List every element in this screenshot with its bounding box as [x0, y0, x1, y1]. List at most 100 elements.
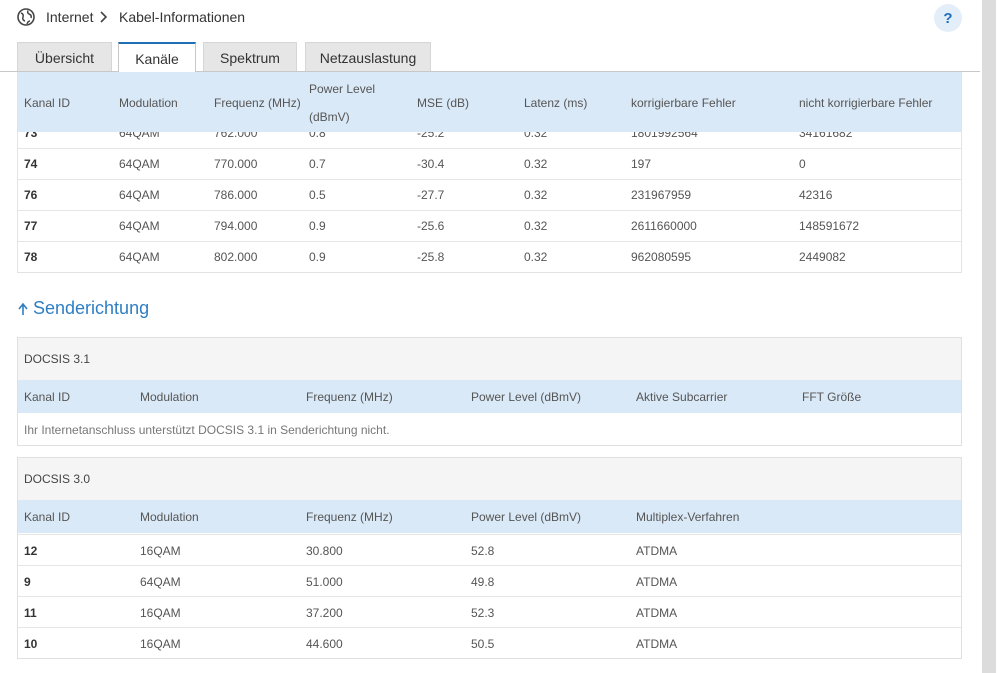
table-header: Kanal ID Modulation Frequenz (MHz) Power…	[18, 380, 961, 413]
cell-multiplex: ATDMA	[636, 575, 678, 589]
cell-kanal-id: 74	[24, 157, 38, 171]
scrollbar-thumb[interactable]	[982, 0, 996, 673]
cell-frequenz: 30.800	[306, 544, 343, 558]
header-modulation: Modulation	[140, 390, 199, 404]
cell-power: 0.9	[309, 219, 326, 233]
docsis31-title: DOCSIS 3.1	[18, 338, 961, 380]
tab-uebersicht[interactable]: Übersicht	[17, 42, 112, 72]
tab-divider	[0, 71, 980, 72]
help-button[interactable]: ?	[934, 4, 962, 32]
cell-latenz: 0.32	[524, 250, 548, 264]
cell-modulation: 64QAM	[119, 250, 160, 264]
cell-latenz: 0.32	[524, 188, 548, 202]
header-fft-groesse: FFT Größe	[802, 390, 862, 404]
cell-modulation: 64QAM	[119, 188, 160, 202]
cell-power: 49.8	[471, 575, 495, 589]
docsis31-note: Ihr Internetanschluss unterstützt DOCSIS…	[24, 423, 390, 437]
cell-frequenz: 802.000	[214, 250, 258, 264]
cell-multiplex: ATDMA	[636, 606, 678, 620]
chevron-right-icon	[100, 11, 108, 23]
cell-kanal-id: 77	[24, 219, 38, 233]
page-title: Kabel-Informationen	[119, 9, 246, 25]
table-row: 9 64QAM 51.000 49.8 ATDMA	[18, 565, 961, 596]
cell-mse: -25.8	[417, 250, 445, 264]
cell-modulation: 16QAM	[140, 606, 181, 620]
header-kanal-id: Kanal ID	[24, 390, 71, 404]
cell-nicht-korr: 0	[799, 157, 806, 171]
header-modulation: Modulation	[140, 510, 199, 524]
cell-modulation: 64QAM	[119, 157, 160, 171]
cell-nicht-korr: 148591672	[799, 219, 860, 233]
cell-multiplex: ATDMA	[636, 637, 678, 651]
header-power-level: Power Level	[309, 82, 376, 96]
tab-spektrum[interactable]: Spektrum	[203, 42, 297, 72]
cell-nicht-korr: 2449082	[799, 250, 846, 264]
header-aktive-subcarrier: Aktive Subcarrier	[636, 390, 728, 404]
cell-frequenz: 786.000	[214, 188, 258, 202]
cell-modulation: 16QAM	[140, 544, 181, 558]
section-senderichtung[interactable]: Senderichtung	[17, 298, 149, 319]
table-header: Kanal ID Modulation Frequenz (MHz) Power…	[18, 500, 961, 533]
cell-kanal-id: 12	[24, 544, 38, 558]
section-title: Senderichtung	[33, 298, 150, 318]
arrow-up-icon	[18, 302, 28, 315]
docsis30-table: DOCSIS 3.0 Kanal ID Modulation Frequenz …	[17, 457, 962, 659]
cell-power: 52.3	[471, 606, 495, 620]
cell-korr: 197	[631, 157, 652, 171]
cell-modulation: 64QAM	[140, 575, 181, 589]
header-mse: MSE (dB)	[417, 96, 470, 110]
header-power-level: Power Level (dBmV)	[471, 390, 582, 404]
scrollbar[interactable]	[980, 0, 999, 673]
cell-power: 0.9	[309, 250, 326, 264]
cell-frequenz: 37.200	[306, 606, 343, 620]
cell-frequenz: 51.000	[306, 575, 343, 589]
header-kanal-id: Kanal ID	[24, 96, 71, 110]
header-korrigierbare-fehler: korrigierbare Fehler	[631, 96, 736, 110]
cell-korr: 2611660000	[631, 219, 697, 233]
downstream-table[interactable]: Kanal ID Modulation Frequenz (MHz) Power…	[17, 72, 962, 273]
cell-mse: -30.4	[417, 157, 445, 171]
tab-kanaele[interactable]: Kanäle	[118, 42, 196, 73]
globe-icon	[17, 8, 35, 26]
cell-power: 50.5	[471, 637, 495, 651]
table-row: 76 64QAM 786.000 0.5 -27.7 0.32 23196795…	[18, 179, 961, 210]
cell-frequenz: 44.600	[306, 637, 343, 651]
cell-modulation: 16QAM	[140, 637, 181, 651]
cell-power: 52.8	[471, 544, 495, 558]
table-row: 78 64QAM 802.000 0.9 -25.8 0.32 96208059…	[18, 241, 961, 272]
header-bar: Internet Kabel-Informationen ?	[0, 0, 980, 36]
cell-nicht-korr: 42316	[799, 188, 833, 202]
header-multiplex-verfahren: Multiplex-Verfahren	[636, 510, 740, 524]
cell-korr: 231967959	[631, 188, 692, 202]
cell-latenz: 0.32	[524, 219, 548, 233]
table-row: 74 64QAM 770.000 0.7 -30.4 0.32 197 0	[18, 148, 961, 179]
header-power-level: Power Level (dBmV)	[471, 510, 582, 524]
breadcrumb-internet[interactable]: Internet	[46, 9, 94, 25]
cell-mse: -27.7	[417, 188, 445, 202]
docsis30-title: DOCSIS 3.0	[18, 458, 961, 500]
cell-kanal-id: 11	[24, 606, 37, 620]
header-frequenz: Frequenz (MHz)	[306, 510, 393, 524]
table-row: 10 16QAM 44.600 50.5 ATDMA	[18, 627, 961, 658]
cell-modulation: 64QAM	[119, 219, 160, 233]
header-modulation: Modulation	[119, 96, 178, 110]
header-nicht-korrigierbare-fehler: nicht korrigierbare Fehler	[799, 96, 933, 110]
header-kanal-id: Kanal ID	[24, 510, 71, 524]
cell-korr: 962080595	[631, 250, 692, 264]
cell-multiplex: ATDMA	[636, 544, 678, 558]
header-power-unit: (dBmV)	[309, 110, 350, 124]
cell-kanal-id: 76	[24, 188, 38, 202]
cell-mse: -25.6	[417, 219, 445, 233]
header-frequenz: Frequenz (MHz)	[214, 96, 301, 110]
cell-power: 0.7	[309, 157, 326, 171]
tab-netzauslastung[interactable]: Netzauslastung	[305, 42, 431, 72]
cell-kanal-id: 78	[24, 250, 38, 264]
cell-kanal-id: 9	[24, 575, 31, 589]
cell-kanal-id: 10	[24, 637, 38, 651]
cell-frequenz: 794.000	[214, 219, 258, 233]
cell-power: 0.5	[309, 188, 326, 202]
header-frequenz: Frequenz (MHz)	[306, 390, 393, 404]
cell-frequenz: 770.000	[214, 157, 258, 171]
docsis31-table: DOCSIS 3.1 Kanal ID Modulation Frequenz …	[17, 337, 962, 446]
table-row: 77 64QAM 794.000 0.9 -25.6 0.32 26116600…	[18, 210, 961, 241]
